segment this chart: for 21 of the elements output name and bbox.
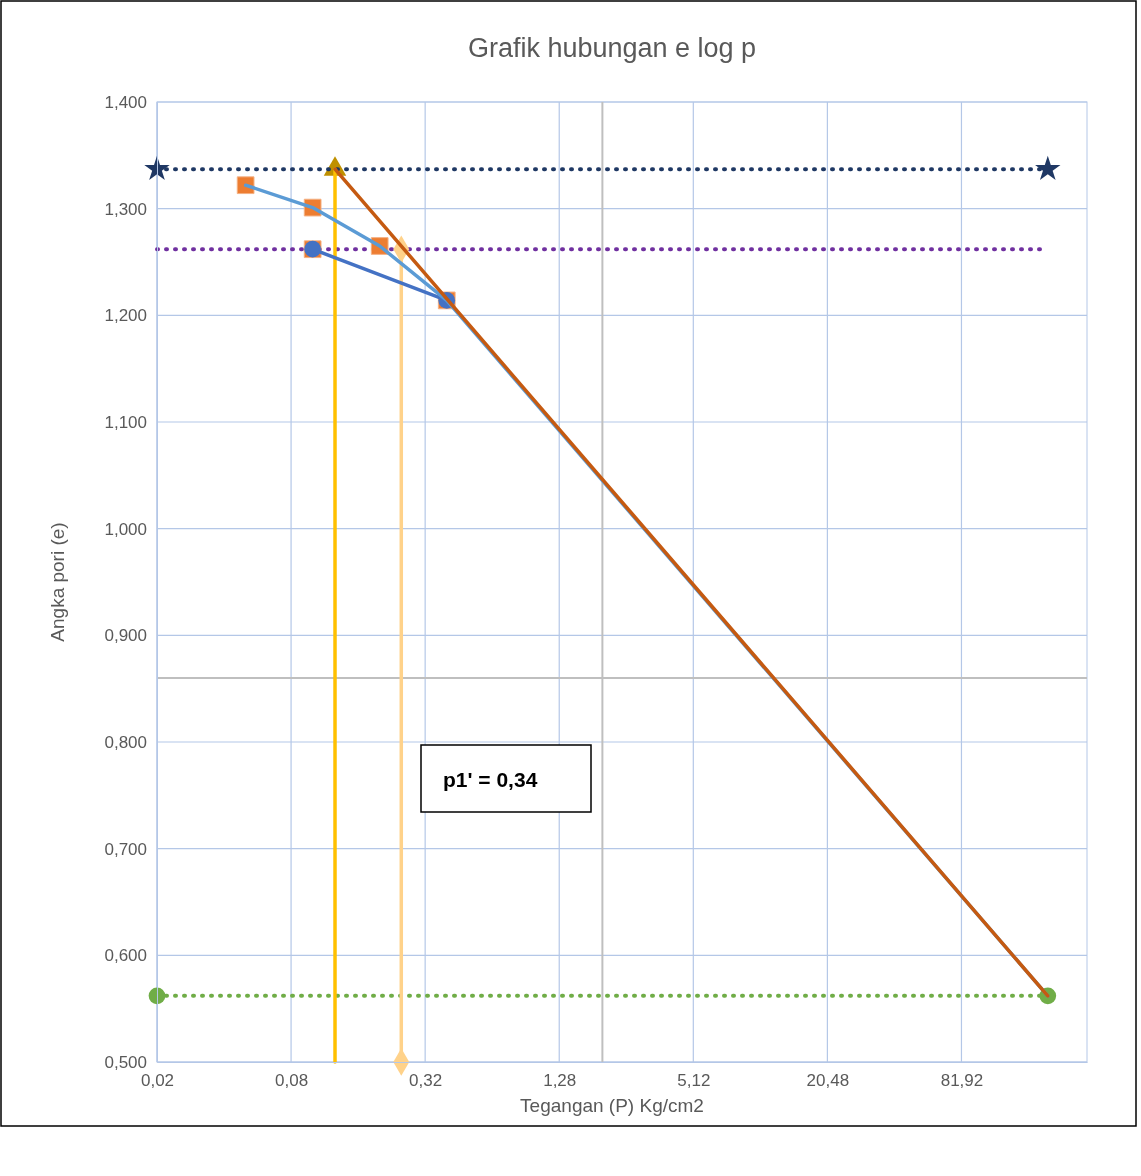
y-tick-label: 0,800 bbox=[104, 732, 147, 752]
y-tick-label: 1,400 bbox=[104, 92, 147, 112]
y-tick-label: 1,100 bbox=[104, 412, 147, 432]
y-tick-label: 0,700 bbox=[104, 839, 147, 859]
y-tick-label: 0,600 bbox=[104, 946, 147, 966]
annotation: p1' = 0,34 bbox=[443, 768, 538, 791]
x-tick-label: 0,02 bbox=[140, 1071, 175, 1091]
x-tick-label: 0,08 bbox=[275, 1071, 309, 1091]
y-axis-title: Angka pori (e) bbox=[47, 522, 68, 642]
chart-title: Grafik hubungan e log p bbox=[467, 33, 757, 63]
y-tick-label: 1,200 bbox=[104, 306, 147, 326]
y-tick-label: 0,900 bbox=[104, 626, 147, 646]
y-tick-label: 0,500 bbox=[104, 1052, 147, 1072]
x-tick-label: 20,48 bbox=[806, 1071, 850, 1091]
x-tick-label: 5,12 bbox=[677, 1071, 711, 1091]
x-tick-label: 1,28 bbox=[543, 1071, 577, 1091]
y-tick-label: 1,000 bbox=[104, 519, 147, 539]
x-axis-title: Tegangan (P) Kg/cm2 bbox=[520, 1095, 704, 1116]
x-tick-label: 81,92 bbox=[940, 1071, 984, 1091]
y-tick-label: 1,300 bbox=[104, 199, 147, 219]
x-tick-label: 0,32 bbox=[409, 1071, 443, 1091]
